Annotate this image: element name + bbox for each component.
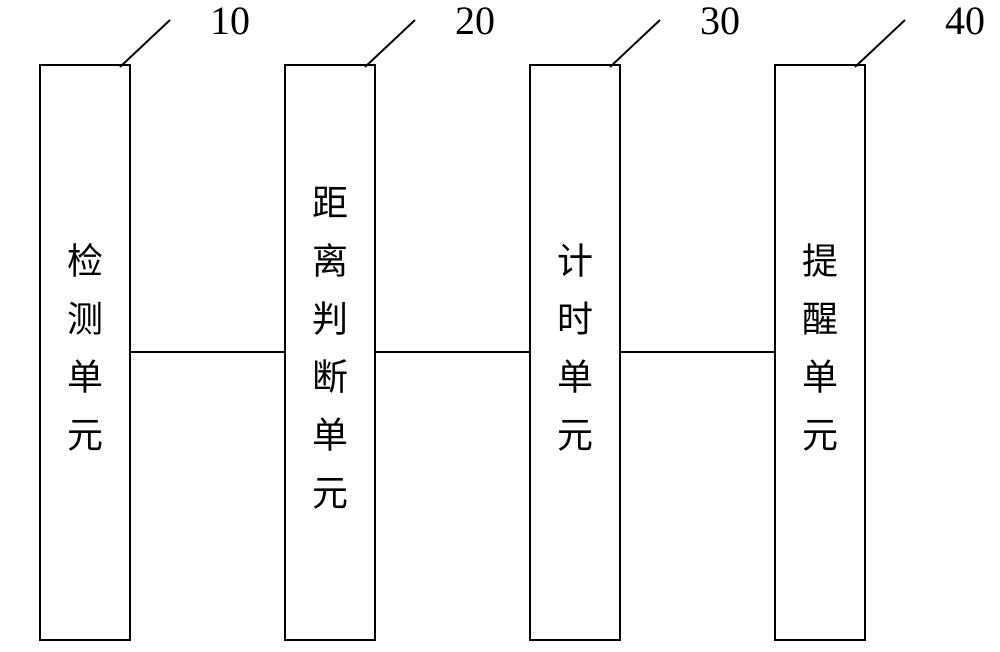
box-number: 20: [455, 0, 495, 43]
box-30: [530, 65, 620, 640]
block-diagram: 10检测单元20距离判断单元30计时单元40提醒单元: [0, 0, 1000, 652]
box-40: [775, 65, 865, 640]
box-20: [285, 65, 375, 640]
box-10: [40, 65, 130, 640]
box-number: 40: [945, 0, 985, 43]
leader-line: [610, 20, 660, 67]
leader-line: [120, 20, 170, 67]
box-number: 30: [700, 0, 740, 43]
leader-line: [855, 20, 905, 67]
leader-line: [365, 20, 415, 67]
box-number: 10: [210, 0, 250, 43]
